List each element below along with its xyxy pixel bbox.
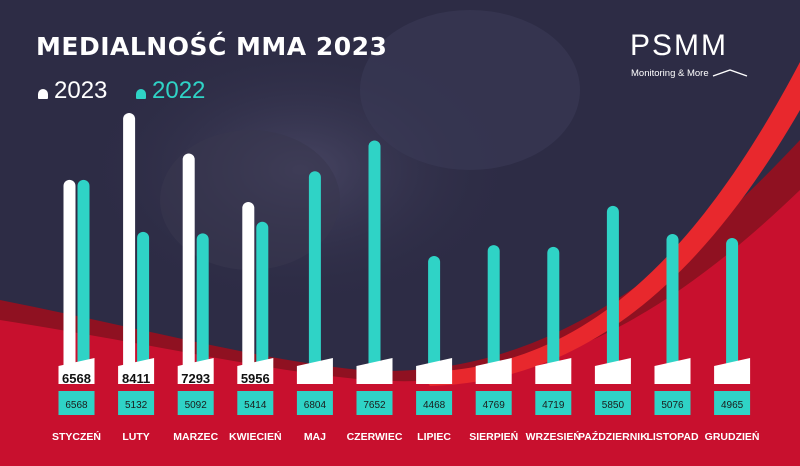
bar-2023 [63,179,76,371]
legend-label-2022: 2022 [152,77,206,104]
category-label: PAŹDZIERNIK [578,430,648,443]
label-plate-2022 [416,391,453,415]
label-plate-2022 [714,391,751,415]
data-label-2022: 4719 [542,400,565,411]
data-label-2022: 5092 [185,400,208,411]
label-plate-2022 [356,391,393,415]
bar-2023 [242,202,255,371]
label-plate-2023 [177,358,214,384]
bar-2023 [123,113,136,371]
bar-2022 [368,140,381,371]
label-plate-2023 [594,358,631,384]
category-label: LIPIEC [417,431,451,443]
label-plate-2022 [177,391,214,415]
category-label: MAJ [304,431,326,443]
bar-2022 [308,171,321,371]
label-plate-2022 [594,391,631,415]
label-plate-2023 [475,358,512,384]
logo-brand: PSMM [630,29,728,62]
data-label-2023: 5956 [241,371,270,386]
category-label: CZERWIEC [347,431,403,443]
category-label: SIERPIEŃ [469,430,518,443]
chart-title: MEDIALNOŚĆ MMA 2023 [36,32,388,61]
label-plate-2023 [714,358,751,384]
data-label-2022: 7652 [363,400,386,411]
label-plate-2023 [296,358,333,384]
logo-tagline: Monitoring & More [631,68,709,79]
data-label-2022: 6568 [65,400,88,411]
legend-label-2023: 2023 [54,77,108,104]
data-label-2022: 5076 [661,400,684,411]
label-plate-2022 [654,391,691,415]
category-label: LISTOPAD [646,431,699,443]
bar-2022 [666,233,679,371]
label-plate-2022 [118,391,155,415]
data-label-2023: 6568 [62,371,91,386]
category-label: MARZEC [173,431,218,443]
bar-2022 [137,231,150,371]
category-label: GRUDZIEŃ [705,430,760,443]
data-label-2022: 4468 [423,400,446,411]
data-label-2022: 5850 [602,400,625,411]
bar-2022 [196,233,209,371]
bar-2022 [487,245,500,371]
bar-2022 [606,205,619,371]
legend-swatch-2023 [38,89,48,99]
bar-2022 [256,221,269,371]
label-plate-2022 [58,391,95,415]
label-plate-2022 [296,391,333,415]
label-plate-2023 [654,358,691,384]
label-plate-2022 [535,391,572,415]
data-label-2022: 6804 [304,400,327,411]
legend-item-2023: 2023 [38,78,107,104]
bar-2022 [428,256,441,371]
bar-2022 [726,237,739,371]
bar-2022 [77,179,90,371]
data-label-2022: 4965 [721,400,744,411]
label-plate-2023 [356,358,393,384]
label-plate-2023 [237,358,274,384]
category-label: STYCZEŃ [52,430,101,443]
data-label-2022: 5414 [244,400,267,411]
bar-2022 [547,246,560,371]
category-label: WRZESIEŃ [526,430,581,443]
bar-2023 [182,153,195,371]
label-plate-2022 [475,391,512,415]
legend-item-2022: 2022 [136,78,205,104]
logo-roof-icon [712,69,748,77]
label-plate-2023 [416,358,453,384]
label-plate-2023 [58,358,95,384]
label-plate-2022 [237,391,274,415]
psmm-logo: PSMM Monitoring & More [628,30,748,82]
data-label-2023: 8411 [122,371,150,386]
legend-swatch-2022 [136,89,146,99]
label-plate-2023 [535,358,572,384]
label-plate-2023 [118,358,155,384]
data-label-2023: 7293 [181,371,210,386]
data-label-2022: 4769 [483,400,506,411]
category-label: LUTY [122,431,149,443]
data-label-2022: 5132 [125,400,148,411]
category-label: KWIECIEŃ [229,430,282,443]
